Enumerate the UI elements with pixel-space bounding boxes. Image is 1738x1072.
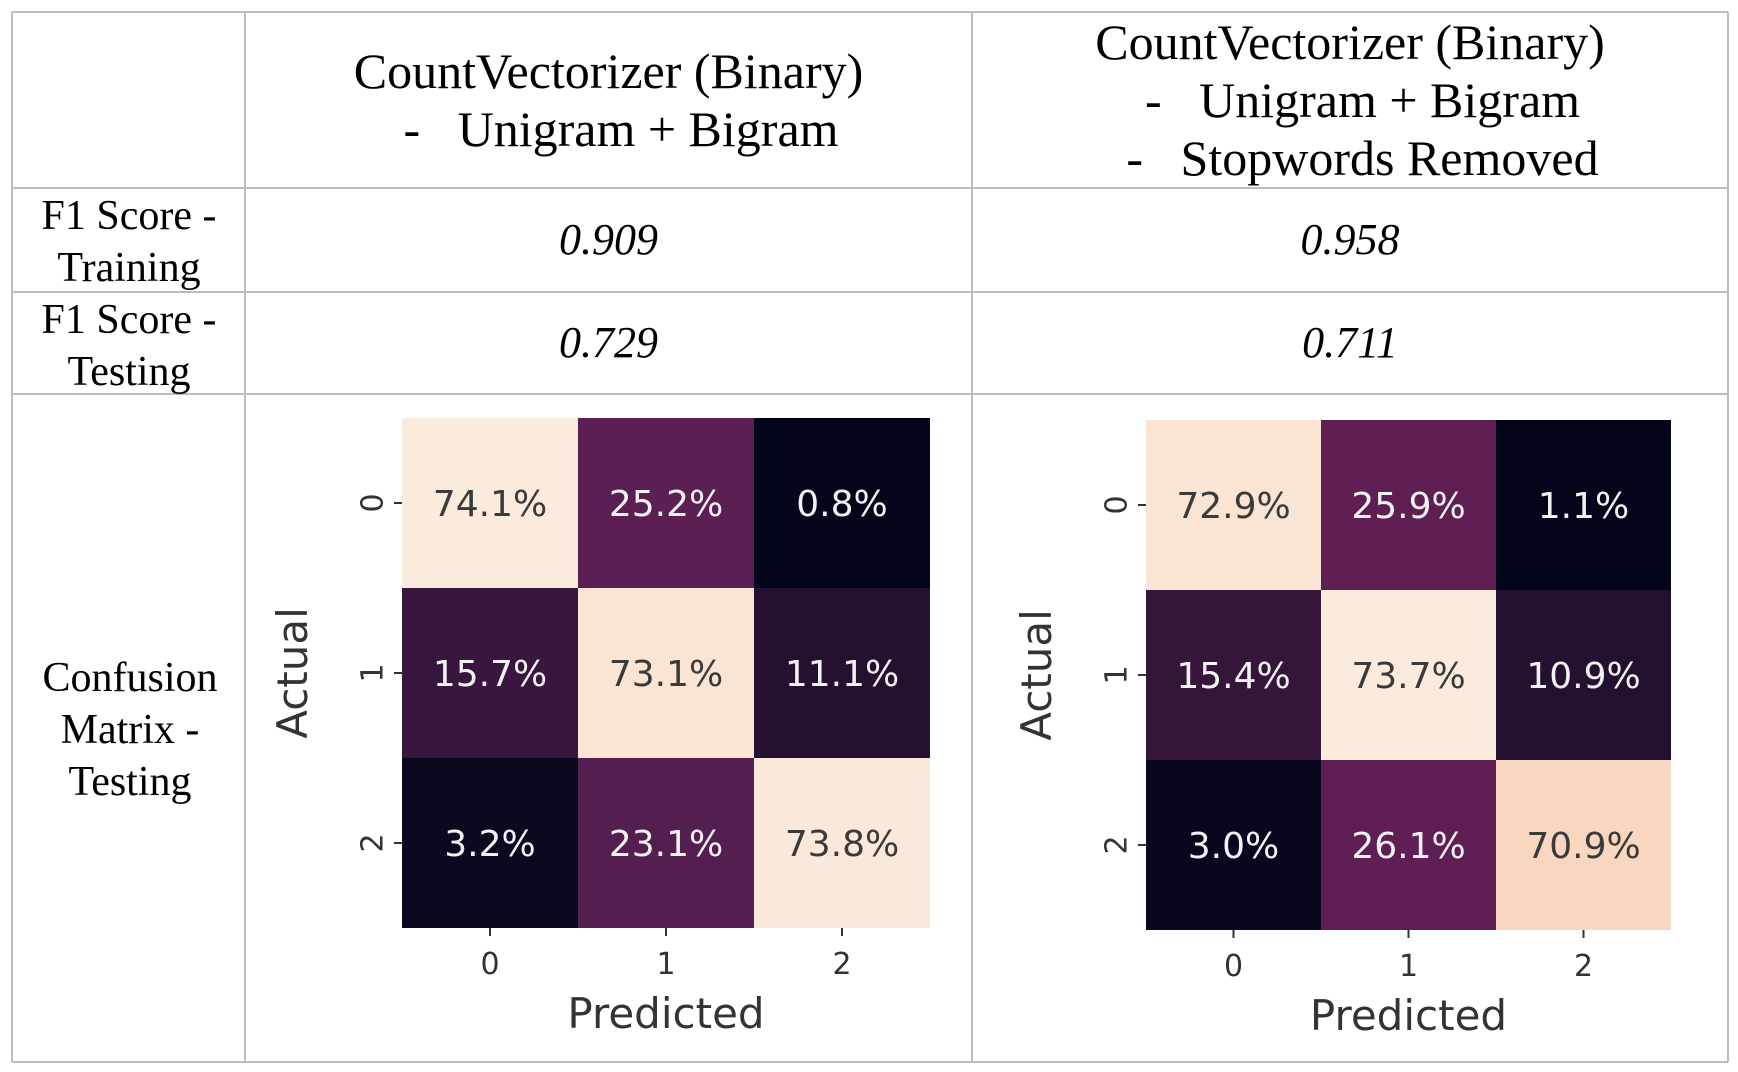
heatmap-cell-0-0: [1146, 420, 1321, 590]
f1-training-value-unigram-bigram: 0.909: [559, 215, 658, 264]
heatmap-cell-1-0: [1146, 590, 1321, 760]
heatmap-cell-label-1-2: 10.9%: [1526, 656, 1640, 697]
heatmap-cell-1-1: [1321, 590, 1496, 760]
heatmap-cell-2-1: [1321, 760, 1496, 930]
x-tick-label-0: 0: [480, 947, 499, 982]
heatmap-cell-label-0-0: 72.9%: [1176, 486, 1290, 527]
heatmap-cell-label-0-1: 25.2%: [609, 484, 723, 525]
heatmap-cell-label-2-1: 26.1%: [1351, 826, 1465, 867]
f1-training-value-stopwords-removed: 0.958: [1300, 215, 1400, 264]
x-axis-label: Predicted: [1310, 991, 1507, 1040]
heatmap-cell-0-2: [1496, 420, 1671, 590]
y-tick-label-2: 2: [1100, 835, 1135, 854]
y-tick-label-0: 0: [356, 493, 391, 512]
heatmap-cell-2-2: [754, 758, 930, 928]
heatmap-cell-label-1-1: 73.7%: [1351, 656, 1465, 697]
heatmap-cell-label-2-2: 73.8%: [785, 824, 899, 865]
heatmap-cell-label-0-2: 0.8%: [796, 484, 887, 525]
heatmap-cell-0-1: [1321, 420, 1496, 590]
column-header-countvectorizer-unigram-bigram: CountVectorizer (Binary) - Unigram + Big…: [353, 43, 864, 157]
heatmap-cell-label-0-0: 74.1%: [433, 484, 547, 525]
x-tick-label-2: 2: [1574, 949, 1593, 984]
heatmap-cell-0-2: [754, 418, 930, 588]
y-tick-label-0: 0: [1100, 495, 1135, 514]
x-tick-label-0: 0: [1224, 949, 1243, 984]
y-axis-label: Actual: [1012, 609, 1061, 741]
heatmap-cell-0-1: [578, 418, 754, 588]
heatmap-cell-1-2: [1496, 590, 1671, 760]
heatmap-cell-label-1-1: 73.1%: [609, 654, 723, 695]
row-label-f1-testing: F1 Score - Testing: [41, 297, 217, 395]
heatmap-cell-1-2: [754, 588, 930, 758]
x-tick-label-1: 1: [656, 947, 675, 982]
y-tick-label-1: 1: [356, 663, 391, 682]
heatmap-cell-1-0: [402, 588, 578, 758]
f1-testing-value-unigram-bigram: 0.729: [559, 318, 658, 367]
x-tick-label-1: 1: [1399, 949, 1418, 984]
heatmap-cell-2-0: [402, 758, 578, 928]
heatmap-cell-2-1: [578, 758, 754, 928]
heatmap-cell-label-2-1: 23.1%: [609, 824, 723, 865]
heatmap-cell-label-1-0: 15.7%: [433, 654, 547, 695]
column-header-countvectorizer-stopwords-removed: CountVectorizer (Binary) - Unigram + Big…: [1095, 14, 1605, 186]
heatmap-cell-2-0: [1146, 760, 1321, 930]
heatmap-cell-label-2-0: 3.2%: [444, 824, 535, 865]
y-axis-label: Actual: [268, 607, 317, 739]
y-tick-label-1: 1: [1100, 665, 1135, 684]
heatmap-cell-0-0: [402, 418, 578, 588]
x-axis-label: Predicted: [567, 989, 764, 1038]
x-tick-label-2: 2: [832, 947, 851, 982]
row-label-f1-training: F1 Score - Training: [41, 193, 217, 291]
heatmap-cell-label-0-1: 25.9%: [1351, 486, 1465, 527]
heatmap-cell-label-1-2: 11.1%: [785, 654, 899, 695]
heatmap-cell-1-1: [578, 588, 754, 758]
heatmap-cell-2-2: [1496, 760, 1671, 930]
y-tick-label-2: 2: [356, 833, 391, 852]
heatmap-cell-label-2-0: 3.0%: [1188, 826, 1279, 867]
f1-testing-value-stopwords-removed: 0.711: [1302, 318, 1398, 367]
heatmap-cell-label-0-2: 1.1%: [1538, 486, 1629, 527]
heatmap-cell-label-1-0: 15.4%: [1176, 656, 1290, 697]
row-label-confusion-matrix: Confusion Matrix - Testing: [42, 655, 218, 805]
heatmap-cell-label-2-2: 70.9%: [1526, 826, 1640, 867]
